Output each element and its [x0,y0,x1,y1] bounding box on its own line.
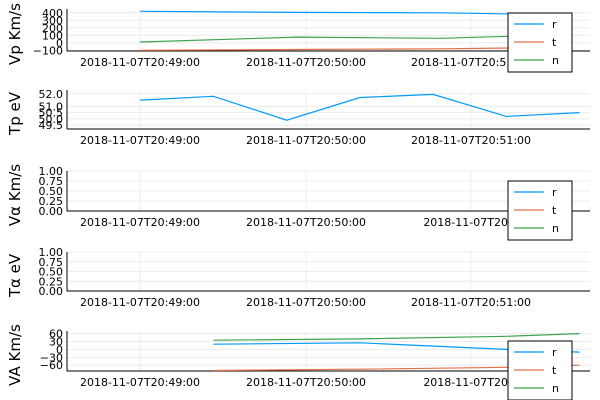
y-axis-label: Vp Km/s [6,3,24,65]
legend-label-r: r [552,346,557,359]
y-tick-label: 0.50 [39,185,64,198]
y-tick-label: −60 [40,359,63,372]
y-tick-label: 0 [56,343,63,356]
series-line-r [140,10,572,16]
y-tick-label: 0.25 [39,275,64,288]
panel-4: 1.000.750.500.250.00 2018-11-07T20:49:00 2… [6,246,590,309]
series-line-r [140,93,580,121]
y-tick-label: 60 [49,328,63,341]
y-tick-label: 51.0 [39,100,64,113]
y-axis-label: VA Km/s [6,324,24,386]
panel-3: 1.000.750.500.250.00 2018-11-07T20:49:00 2… [6,164,590,241]
legend: rtn [507,340,573,400]
y-tick-label: 0.75 [39,175,64,188]
y-tick-label: 0.25 [39,195,64,208]
x-tick-label: 2018-11-07T20:50:00 [246,134,366,147]
y-tick-label: −100 [33,44,63,57]
y-tick-label: 50.0 [39,113,64,126]
y-tick-label: 50.5 [39,107,64,120]
y-tick-label: 0.50 [39,266,64,279]
y-tick-label: 100 [42,29,63,42]
x-tick-label: 2018-11-07T20:50:00 [246,296,366,309]
y-tick-label: 0.75 [39,256,64,269]
series-line-t [140,46,572,51]
legend-label-t: t [552,364,557,377]
y-tick-label: −30 [40,351,63,364]
legend-label-t: t [552,204,557,217]
x-tick-label: 2018-11-07T20:49:00 [80,216,200,229]
legend-label-n: n [552,382,559,395]
x-tick-label: 2018-11-07T20:50:00 [246,376,366,389]
x-tick-label: 2018-11-07T20:5 [423,376,518,389]
y-tick-label: 30 [49,336,63,349]
y-tick-label: 200 [42,22,63,35]
series-line-n [140,33,572,43]
legend: rtn [507,180,573,241]
series-line-n [213,333,580,341]
x-tick-label: 2018-11-07T20:50:00 [246,216,366,229]
x-tick-label: 2018-11-07T20:51:00 [411,134,531,147]
legend-label-n: n [552,54,559,67]
legend-label-t: t [552,36,557,49]
legend-label-r: r [552,18,557,31]
x-tick-label: 2018-11-07T20:49:00 [80,134,200,147]
x-tick-label: 2018-11-07T20:5 [423,216,518,229]
y-tick-label: 1.00 [39,246,64,259]
y-tick-label: 300 [42,14,63,27]
y-tick-label: 52.0 [39,88,64,101]
x-tick-label: 2018-11-07T20:49:00 [80,56,200,69]
x-tick-label: 2018-11-07T20:50:00 [246,56,366,69]
x-tick-label: 2018-11-07T20:51:00 [411,56,531,69]
y-tick-label: 1.00 [39,165,64,178]
y-tick-label: 0 [56,37,63,50]
legend-label-r: r [552,186,557,199]
y-axis-label: Tp eV [6,91,24,136]
y-tick-label: 49.5 [39,119,64,132]
y-axis-label: Vα Km/s [6,164,24,226]
x-tick-label: 2018-11-07T20:49:00 [80,376,200,389]
legend: rtn [507,12,573,73]
y-tick-label: 400 [42,7,63,20]
x-tick-label: 2018-11-07T20:49:00 [80,296,200,309]
y-axis-label: Tα eV [6,253,24,298]
y-tick-label: 0.00 [39,285,64,298]
y-tick-label: 0.00 [39,205,64,218]
legend-label-n: n [552,222,559,235]
x-tick-label: 2018-11-07T20:51:00 [411,296,531,309]
panel-2: 52.051.050.550.049.5 2018-11-07T20:49:00 2… [6,88,590,147]
